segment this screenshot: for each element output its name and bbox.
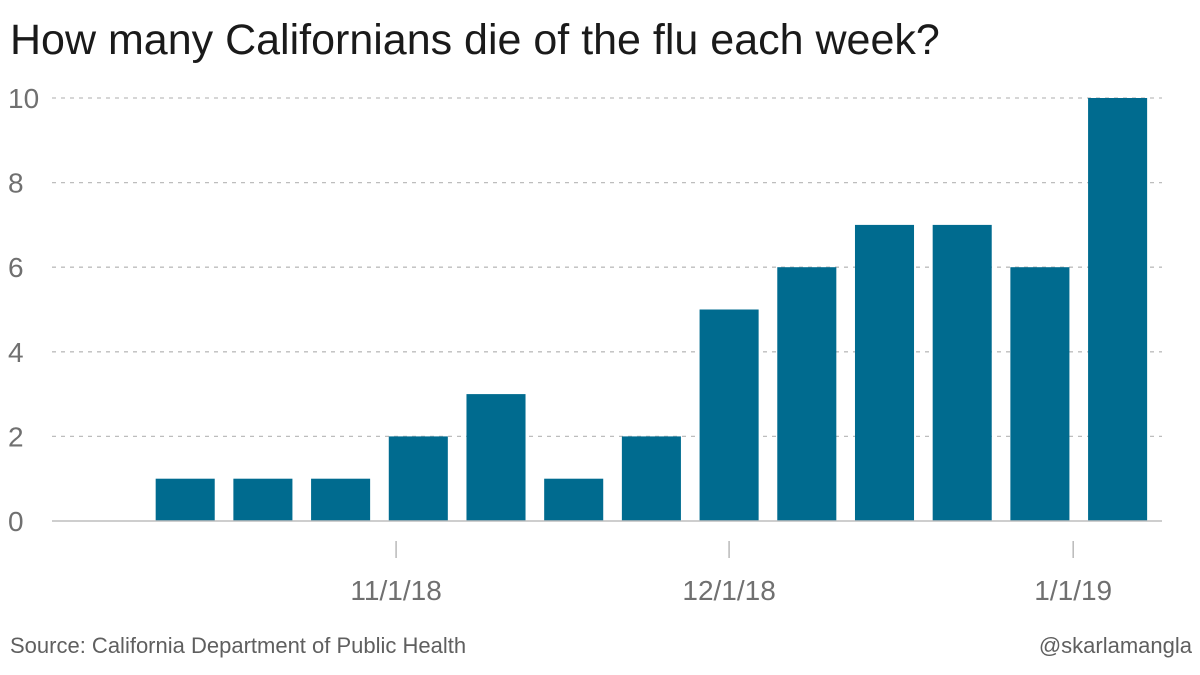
y-tick-label-6: 6 (8, 252, 24, 283)
y-tick-label-10: 10 (8, 83, 39, 114)
tick-labels: 0 2 4 6 8 10 11/1/18 12/1/18 1/1/19 (8, 83, 1112, 606)
bar-2018-11-24 (621, 436, 681, 521)
author-credit: @skarlamangla (1038, 633, 1192, 658)
y-tick-label-4: 4 (8, 337, 24, 368)
chart-title: How many Californians die of the flu eac… (10, 16, 940, 64)
y-tick-label-2: 2 (8, 421, 24, 452)
bar-chart: 0 2 4 6 8 10 11/1/18 12/1/18 1/1/19 (8, 83, 1162, 606)
bar-2018-12-22 (932, 224, 992, 521)
bar-2018-10-13 (155, 478, 215, 521)
bar-2018-10-27 (311, 478, 371, 521)
gridlines (52, 97, 1162, 438)
bar-2018-12-01 (699, 309, 759, 521)
bar-2018-12-15 (854, 224, 915, 521)
x-tick-label-11/1/18: 11/1/18 (350, 575, 441, 606)
x-tick-label-1/1/19: 1/1/19 (1034, 575, 1112, 606)
bars (155, 98, 1148, 521)
bar-2018-11-03 (388, 436, 448, 521)
bar-2018-11-10 (466, 394, 526, 521)
axes (52, 520, 1162, 558)
bar-2019-01-05 (1088, 98, 1148, 521)
x-tick-label-12/1/18: 12/1/18 (682, 575, 775, 606)
bar-2018-12-29 (1010, 267, 1070, 521)
source-note: Source: California Department of Public … (10, 633, 467, 658)
bar-2018-10-20 (233, 478, 293, 521)
bar-2018-11-17 (544, 478, 604, 521)
y-tick-label-0: 0 (8, 506, 24, 537)
y-tick-label-8: 8 (8, 168, 24, 199)
bar-2018-12-08 (777, 267, 837, 521)
